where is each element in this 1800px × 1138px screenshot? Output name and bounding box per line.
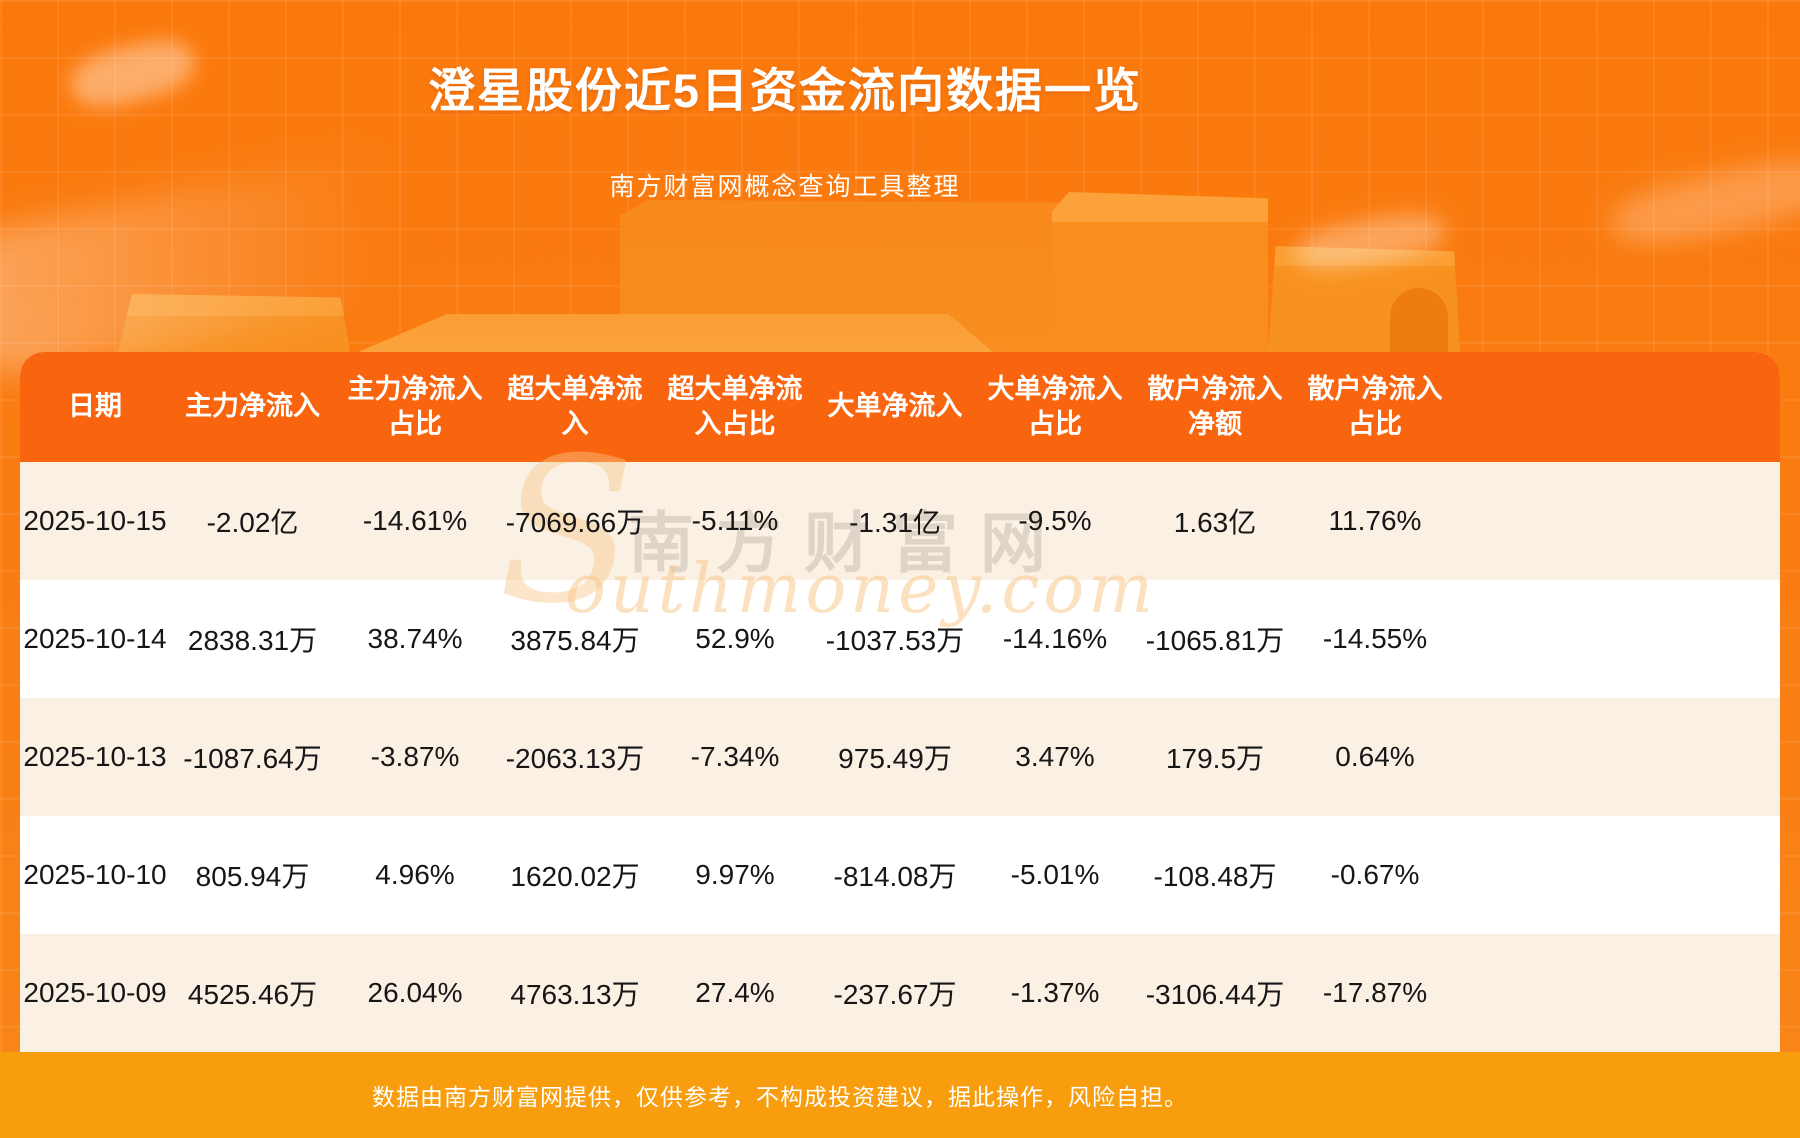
table-cell: 2025-10-15 bbox=[23, 505, 167, 536]
table-cell: -2063.13万 bbox=[505, 743, 645, 774]
table-cell: -1065.81万 bbox=[1145, 625, 1285, 656]
header-cell-date: 日期 bbox=[68, 391, 122, 422]
table-cell: -2.02亿 bbox=[206, 507, 299, 538]
header-cell-large-net-inflow: 大单净流入 bbox=[827, 391, 963, 422]
table-cell: 4.96% bbox=[375, 859, 455, 890]
table-cell: 0.64% bbox=[1335, 741, 1415, 772]
header-cell-main-net-inflow: 主力净流入 bbox=[185, 391, 320, 422]
fund-flow-table: S 南方财富网 outhmoney.com 日期 主力净流入 主力净流入 占比 … bbox=[20, 352, 1780, 1052]
disclaimer-text: 数据由南方财富网提供，仅供参考，不构成投资建议，据此操作，风险自担。 bbox=[372, 1084, 1188, 1110]
table-cell: -1.31亿 bbox=[849, 507, 941, 538]
table-cell: -5.11% bbox=[691, 505, 779, 536]
table-cell: -9.5% bbox=[1018, 505, 1092, 536]
page-title: 澄星股份近5日资金流向数据一览 bbox=[427, 64, 1143, 117]
table-cell: -14.55% bbox=[1322, 623, 1428, 654]
table-cell: 1620.02万 bbox=[510, 861, 640, 892]
header-cell-large-net-inflow-pct: 大单净流入 占比 bbox=[987, 373, 1123, 439]
podium-box-far-right bbox=[1268, 246, 1460, 352]
table-cell: 2025-10-10 bbox=[23, 859, 167, 890]
table-cell: 975.49万 bbox=[838, 743, 952, 774]
header-cell-xlarge-net-inflow: 超大单净流 入 bbox=[507, 373, 643, 439]
table-cell: -7069.66万 bbox=[505, 507, 645, 538]
table-cell: -1037.53万 bbox=[825, 625, 965, 656]
page-subtitle: 南方财富网概念查询工具整理 bbox=[609, 173, 961, 201]
table-cell: 4763.13万 bbox=[510, 979, 640, 1010]
table-cell: -0.67% bbox=[1330, 859, 1420, 890]
header-cell-retail-net-inflow-pct: 散户净流入 占比 bbox=[1307, 373, 1443, 439]
table-cell: -17.87% bbox=[1322, 977, 1428, 1008]
table-cell: -237.67万 bbox=[833, 979, 957, 1010]
podium-box-back bbox=[620, 200, 1100, 352]
table-cell: -108.48万 bbox=[1153, 861, 1277, 892]
podium-box-left bbox=[118, 294, 350, 352]
table-cell: 9.97% bbox=[695, 859, 775, 890]
table-cell: 2025-10-13 bbox=[23, 741, 167, 772]
table-cell: -3106.44万 bbox=[1145, 979, 1285, 1010]
table-cell: 2025-10-09 bbox=[23, 977, 167, 1008]
podium-box-center bbox=[358, 314, 993, 352]
table-cell: -1087.64万 bbox=[183, 743, 322, 774]
table-cell: -3.87% bbox=[370, 741, 460, 772]
light-streak-far-right bbox=[1606, 148, 1800, 256]
table-cell: 1.63亿 bbox=[1173, 507, 1257, 538]
table-cell: 27.4% bbox=[695, 977, 775, 1008]
table-row: 2025-10-14 2838.31万 38.74% 3875.84万 52.9… bbox=[20, 580, 1780, 698]
table-cell: -1.37% bbox=[1010, 977, 1100, 1008]
header-cell-main-net-inflow-pct: 主力净流入 占比 bbox=[347, 373, 483, 439]
table-cell: 11.76% bbox=[1328, 505, 1422, 536]
table-header-row: 日期 主力净流入 主力净流入 占比 超大单净流 入 超大单净流 入占比 大单净流… bbox=[20, 352, 1780, 462]
header-cell-retail-net-inflow: 散户净流入 净额 bbox=[1147, 373, 1283, 439]
table-cell: -14.61% bbox=[362, 505, 468, 536]
table-row: 2025-10-10 805.94万 4.96% 1620.02万 9.97% … bbox=[20, 816, 1780, 934]
table-cell: -5.01% bbox=[1010, 859, 1100, 890]
table-cell: -14.16% bbox=[1002, 623, 1108, 654]
table-row: 2025-10-13 -1087.64万 -3.87% -2063.13万 -7… bbox=[20, 698, 1780, 816]
table-row: 2025-10-15 -2.02亿 -14.61% -7069.66万 -5.1… bbox=[20, 462, 1780, 580]
table-cell: -7.34% bbox=[690, 741, 780, 772]
footer-band: 数据由南方财富网提供，仅供参考，不构成投资建议，据此操作，风险自担。 bbox=[0, 1052, 1800, 1138]
header-cell-xlarge-net-inflow-pct: 超大单净流 入占比 bbox=[667, 373, 803, 439]
table-cell: 179.5万 bbox=[1165, 743, 1265, 774]
table-cell: 38.74% bbox=[367, 623, 463, 654]
table-row: 2025-10-09 4525.46万 26.04% 4763.13万 27.4… bbox=[20, 934, 1780, 1052]
table-cell: 3.47% bbox=[1015, 741, 1095, 772]
table-cell: 2838.31万 bbox=[187, 625, 318, 656]
podium-arch-shape bbox=[1390, 288, 1448, 352]
table-cell: 3875.84万 bbox=[510, 625, 640, 656]
table-cell: -814.08万 bbox=[833, 861, 957, 892]
header-area: 澄星股份近5日资金流向数据一览 南方财富网概念查询工具整理 bbox=[0, 0, 1570, 203]
podium-box-right bbox=[1052, 192, 1268, 352]
table-cell: 52.9% bbox=[695, 623, 775, 654]
table-cell: 805.94万 bbox=[195, 861, 310, 892]
table-cell: 4525.46万 bbox=[187, 979, 318, 1010]
table-cell: 26.04% bbox=[367, 977, 463, 1008]
table-cell: 2025-10-14 bbox=[23, 623, 167, 654]
light-streak-right bbox=[1292, 207, 1448, 277]
